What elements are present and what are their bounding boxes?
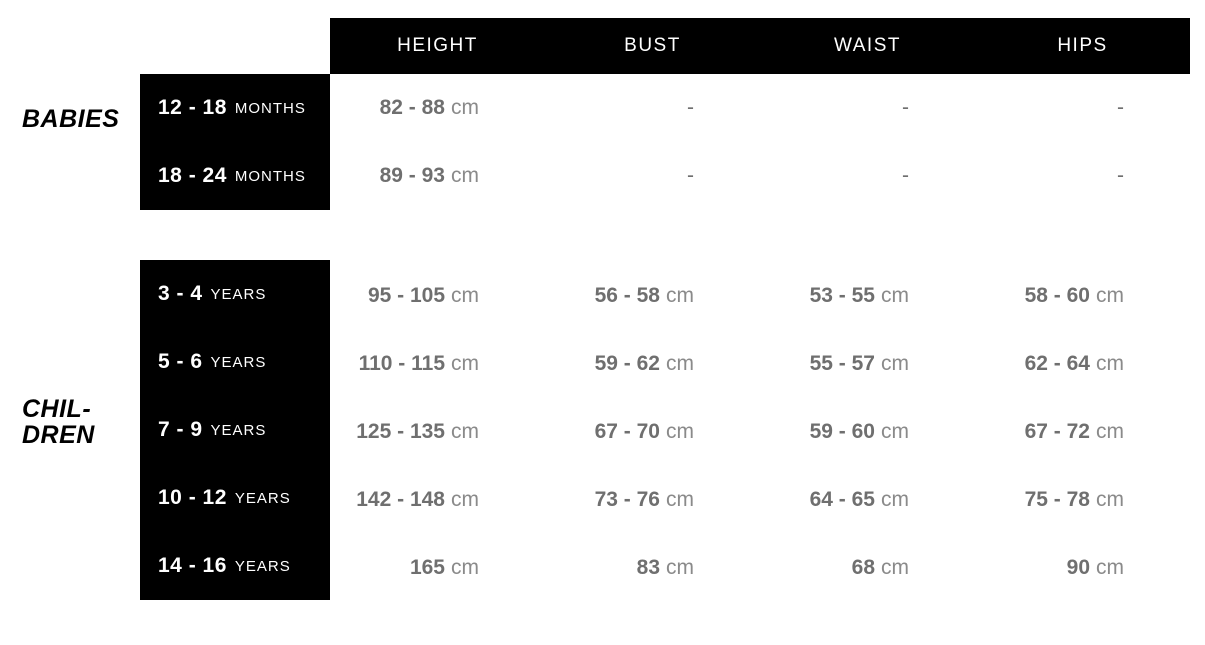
cell-bust: 59 - 62cm — [545, 330, 760, 398]
cell-height: 82 - 88cm — [330, 74, 545, 142]
cell-bust: - — [545, 142, 760, 210]
table-row: 110 - 115cm 59 - 62cm 55 - 57cm 62 - 64c… — [330, 330, 1190, 398]
cell-hips: 75 - 78cm — [975, 466, 1190, 534]
age-row: 18 - 24 MONTHS — [140, 142, 330, 210]
age-value: 3 - 4 — [158, 282, 203, 306]
table-row: 165cm 83cm 68cm 90cm — [330, 534, 1190, 602]
age-unit: YEARS — [235, 558, 291, 575]
group-label-babies: BABIES — [22, 106, 138, 132]
cell-height: 125 - 135cm — [330, 398, 545, 466]
cell-height: 110 - 115cm — [330, 330, 545, 398]
age-unit: MONTHS — [235, 168, 306, 185]
age-row: 10 - 12 YEARS — [140, 464, 330, 532]
age-block-children: 3 - 4 YEARS 5 - 6 YEARS 7 - 9 YEARS 10 -… — [140, 260, 330, 600]
age-unit: YEARS — [211, 422, 267, 439]
age-value: 7 - 9 — [158, 418, 203, 442]
group-label-children: CHIL- DREN — [22, 396, 138, 449]
age-value: 18 - 24 — [158, 164, 227, 188]
col-header-hips: HIPS — [975, 18, 1190, 74]
cell-height: 165cm — [330, 534, 545, 602]
cell-hips: 90cm — [975, 534, 1190, 602]
cell-hips: - — [975, 142, 1190, 210]
cell-hips: 58 - 60cm — [975, 262, 1190, 330]
cell-hips: 62 - 64cm — [975, 330, 1190, 398]
table-row: 125 - 135cm 67 - 70cm 59 - 60cm 67 - 72c… — [330, 398, 1190, 466]
age-row: 7 - 9 YEARS — [140, 396, 330, 464]
table-row: 95 - 105cm 56 - 58cm 53 - 55cm 58 - 60cm — [330, 262, 1190, 330]
cell-bust: 73 - 76cm — [545, 466, 760, 534]
age-row: 5 - 6 YEARS — [140, 328, 330, 396]
cell-bust: 56 - 58cm — [545, 262, 760, 330]
cell-waist: 59 - 60cm — [760, 398, 975, 466]
cell-bust: - — [545, 74, 760, 142]
age-unit: YEARS — [235, 490, 291, 507]
cell-waist: 64 - 65cm — [760, 466, 975, 534]
col-header-height: HEIGHT — [330, 18, 545, 74]
col-header-waist: WAIST — [760, 18, 975, 74]
age-row: 14 - 16 YEARS — [140, 532, 330, 600]
age-row: 12 - 18 MONTHS — [140, 74, 330, 142]
cell-height: 89 - 93cm — [330, 142, 545, 210]
cell-waist: 55 - 57cm — [760, 330, 975, 398]
age-unit: MONTHS — [235, 100, 306, 117]
age-value: 10 - 12 — [158, 486, 227, 510]
cell-hips: - — [975, 74, 1190, 142]
table-row: 82 - 88cm - - - — [330, 74, 1190, 142]
age-unit: YEARS — [211, 286, 267, 303]
cell-waist: 68cm — [760, 534, 975, 602]
table-header-row: HEIGHT BUST WAIST HIPS — [330, 18, 1190, 74]
cell-bust: 83cm — [545, 534, 760, 602]
data-block-babies: 82 - 88cm - - - 89 - 93cm - - - — [330, 74, 1190, 210]
age-value: 5 - 6 — [158, 350, 203, 374]
table-row: 89 - 93cm - - - — [330, 142, 1190, 210]
size-chart: HEIGHT BUST WAIST HIPS BABIES 12 - 18 MO… — [0, 0, 1205, 645]
cell-waist: 53 - 55cm — [760, 262, 975, 330]
col-header-bust: BUST — [545, 18, 760, 74]
cell-hips: 67 - 72cm — [975, 398, 1190, 466]
age-value: 12 - 18 — [158, 96, 227, 120]
age-row: 3 - 4 YEARS — [140, 260, 330, 328]
data-block-children: 95 - 105cm 56 - 58cm 53 - 55cm 58 - 60cm… — [330, 262, 1190, 602]
table-row: 142 - 148cm 73 - 76cm 64 - 65cm 75 - 78c… — [330, 466, 1190, 534]
age-block-babies: 12 - 18 MONTHS 18 - 24 MONTHS — [140, 74, 330, 210]
cell-waist: - — [760, 74, 975, 142]
cell-bust: 67 - 70cm — [545, 398, 760, 466]
age-unit: YEARS — [211, 354, 267, 371]
cell-waist: - — [760, 142, 975, 210]
cell-height: 95 - 105cm — [330, 262, 545, 330]
cell-height: 142 - 148cm — [330, 466, 545, 534]
age-value: 14 - 16 — [158, 554, 227, 578]
